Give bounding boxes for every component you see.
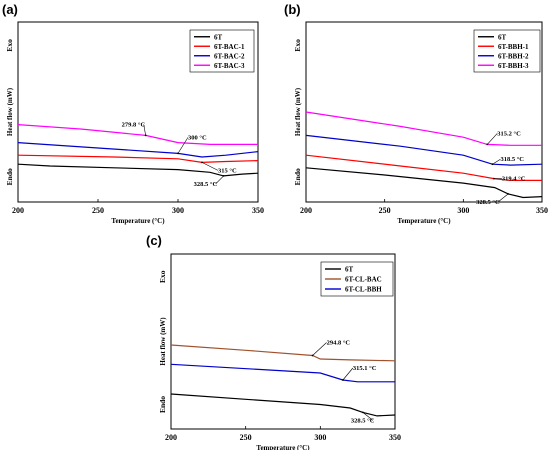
panel-a-plot: 200 250 300 350 Temperature (°C) Heat flow (m… [5, 21, 264, 225]
panel-b-x-tick-label: 250 [379, 206, 391, 215]
panel-c-y-axis-title: Heat flow (mW) [159, 317, 167, 366]
panel-c-legend-entry: 6T-CL-BAC [345, 276, 382, 284]
panel-b-legend-entry: 6T [498, 33, 507, 41]
panel-b-series-line-6t-bbh-1 [305, 154, 542, 181]
panel-a-x-tick-label: 350 [252, 206, 264, 215]
panel-b-annotation-arrow [487, 133, 498, 145]
panel-b-annotation-marker [507, 193, 510, 195]
panel-a-y-axis-title: Heat flow (mW) [6, 87, 14, 136]
panel-b-plot: 200 250 300 350 Temperature (°C) Heat flow (m… [293, 21, 548, 225]
panel-a-x-tick-label: 250 [92, 206, 104, 215]
panel-c-annotation-marker [361, 411, 364, 414]
panel-c-endo-label: Endo [158, 396, 167, 413]
panel-a-annotation-label: 300 °C [188, 134, 207, 141]
panel-a-annotation-arrow [215, 175, 224, 185]
panel-b-legend-entry: 6T-BBH-2 [498, 52, 529, 60]
panel-c-annotation-label: 315.1 °C [353, 365, 377, 372]
panel-a-annotation-marker [222, 175, 225, 177]
panel-a-annotation-arrow [201, 162, 219, 171]
panel-c-annotation-arrow [312, 342, 327, 356]
panel-b-annotation-label: 328.5 °C [476, 199, 500, 206]
panel-b-annotation-label: 318.5 °C [500, 156, 524, 163]
panel-c-annotation-label: 328.5 °C [351, 417, 375, 424]
panel-a-annotation-arrow [143, 124, 146, 136]
panel-b-annotation-marker [486, 143, 489, 146]
panel-a-annotation-marker [201, 161, 203, 164]
panel-b-series-line-6t [305, 167, 543, 199]
panel-b-x-tick-label: 300 [457, 206, 469, 215]
panel-c-x-tick-label: 350 [389, 433, 401, 442]
panel-c-annotation-label: 294.8 °C [327, 340, 351, 347]
panel-c-legend-entry: 6T [345, 266, 354, 274]
panel-a-exo-label: Exo [5, 39, 14, 52]
panel-a-legend-entry: 6T-BAC-3 [214, 62, 245, 70]
panel-b-series-line-6t-bbh-2 [305, 134, 543, 166]
panel-a-series-line-6t-bac-2 [17, 142, 259, 158]
panel-c-legend: 6T 6T-CL-BAC 6T-CL-BBH [320, 261, 394, 297]
panel-c-annotation-marker [341, 379, 344, 381]
panel-c-x-tick-label: 250 [240, 433, 252, 442]
panel-b-annotation-marker [491, 163, 494, 166]
panel-a-series-line-6t-bac-3 [17, 124, 258, 146]
panel-b-series-line-6t-bbh-3 [305, 111, 542, 146]
panel-b-annotation-arrow [492, 158, 501, 165]
panel-c-x-tick-label: 200 [165, 433, 177, 442]
panel-b-legend: 6T 6T-BBH-16T-BBH-2 6T-BBH-3 [473, 29, 541, 73]
panel-a-label: (a) [2, 2, 18, 17]
panel-a-annotation-arrow [177, 137, 189, 154]
panel-b-exo-label: Exo [293, 39, 302, 52]
panel-c-annotation-arrow [342, 367, 354, 381]
panel-c-series-line-6t [170, 393, 396, 417]
panel-a-annotation-label: 279.8 °C [122, 121, 146, 128]
panel-b-annotation-label: 315.2 °C [497, 130, 521, 137]
panel-a-series-line-6t [17, 163, 259, 177]
panel-b-y-axis-title: Heat flow (mW) [294, 87, 302, 136]
panel-b-label: (b) [284, 2, 301, 17]
panel-b-legend-entry: 6T-BBH-3 [498, 62, 529, 70]
panel-b-x-tick-label: 200 [300, 206, 312, 215]
panel-a-annotation-marker [144, 134, 147, 137]
panel-a-x-axis-title: Temperature (°C) [111, 217, 165, 225]
panel-c-x-axis-title: Temperature (°C) [256, 444, 310, 450]
panel-b-x-tick-label: 350 [536, 206, 548, 215]
panel-c-exo-label: Exo [158, 270, 167, 283]
panel-a-annotation-label: 328.5 °C [194, 181, 218, 188]
panel-b-annotation-label: 319.4 °C [502, 176, 526, 183]
panel-c-annotation-arrow [362, 412, 374, 421]
panel-a-endo-label: Endo [5, 168, 14, 185]
panel-a-legend: 6T 6T-BAC-16T-BAC-2 6T-BAC-3 [189, 29, 255, 73]
panel-c-label: (c) [146, 233, 162, 248]
panel-a-legend-entry: 6T-BAC-1 [214, 43, 245, 51]
panel-a-annotation-label: 315 °C [218, 167, 237, 174]
panel-b-annotation-arrow [497, 193, 509, 203]
panel-a-x-tick-label: 300 [172, 206, 184, 215]
panel-b-endo-label: Endo [293, 168, 302, 185]
panel-b-legend-entry: 6T-BBH-1 [498, 43, 529, 51]
panel-a-legend-entry: 6T-BAC-2 [214, 52, 245, 60]
panel-c-legend-entry: 6T-CL-BBH [345, 286, 382, 294]
panel-a-annotation-marker [177, 152, 179, 155]
panel-c-annotation-marker [311, 354, 314, 357]
panel-b-annotation-marker [492, 177, 495, 180]
panel-c-plot-frame [170, 253, 396, 430]
panel-a-plot-frame [17, 21, 259, 203]
panel-c-series-line-6t-cl-bbh [170, 363, 395, 383]
panel-c-x-tick-label: 300 [314, 433, 326, 442]
panel-c-series-line-6t-cl-bac [170, 344, 396, 362]
panel-a-legend-entry: 6T [214, 33, 223, 41]
panel-b-x-axis-title: Temperature (°C) [397, 217, 451, 225]
panel-a-series-line-6t-bac-1 [17, 154, 259, 164]
panel-a-x-tick-label: 200 [12, 206, 24, 215]
panel-c-plot: 200 250 300 350 Temperature (°C) Heat flow (m… [158, 253, 401, 450]
